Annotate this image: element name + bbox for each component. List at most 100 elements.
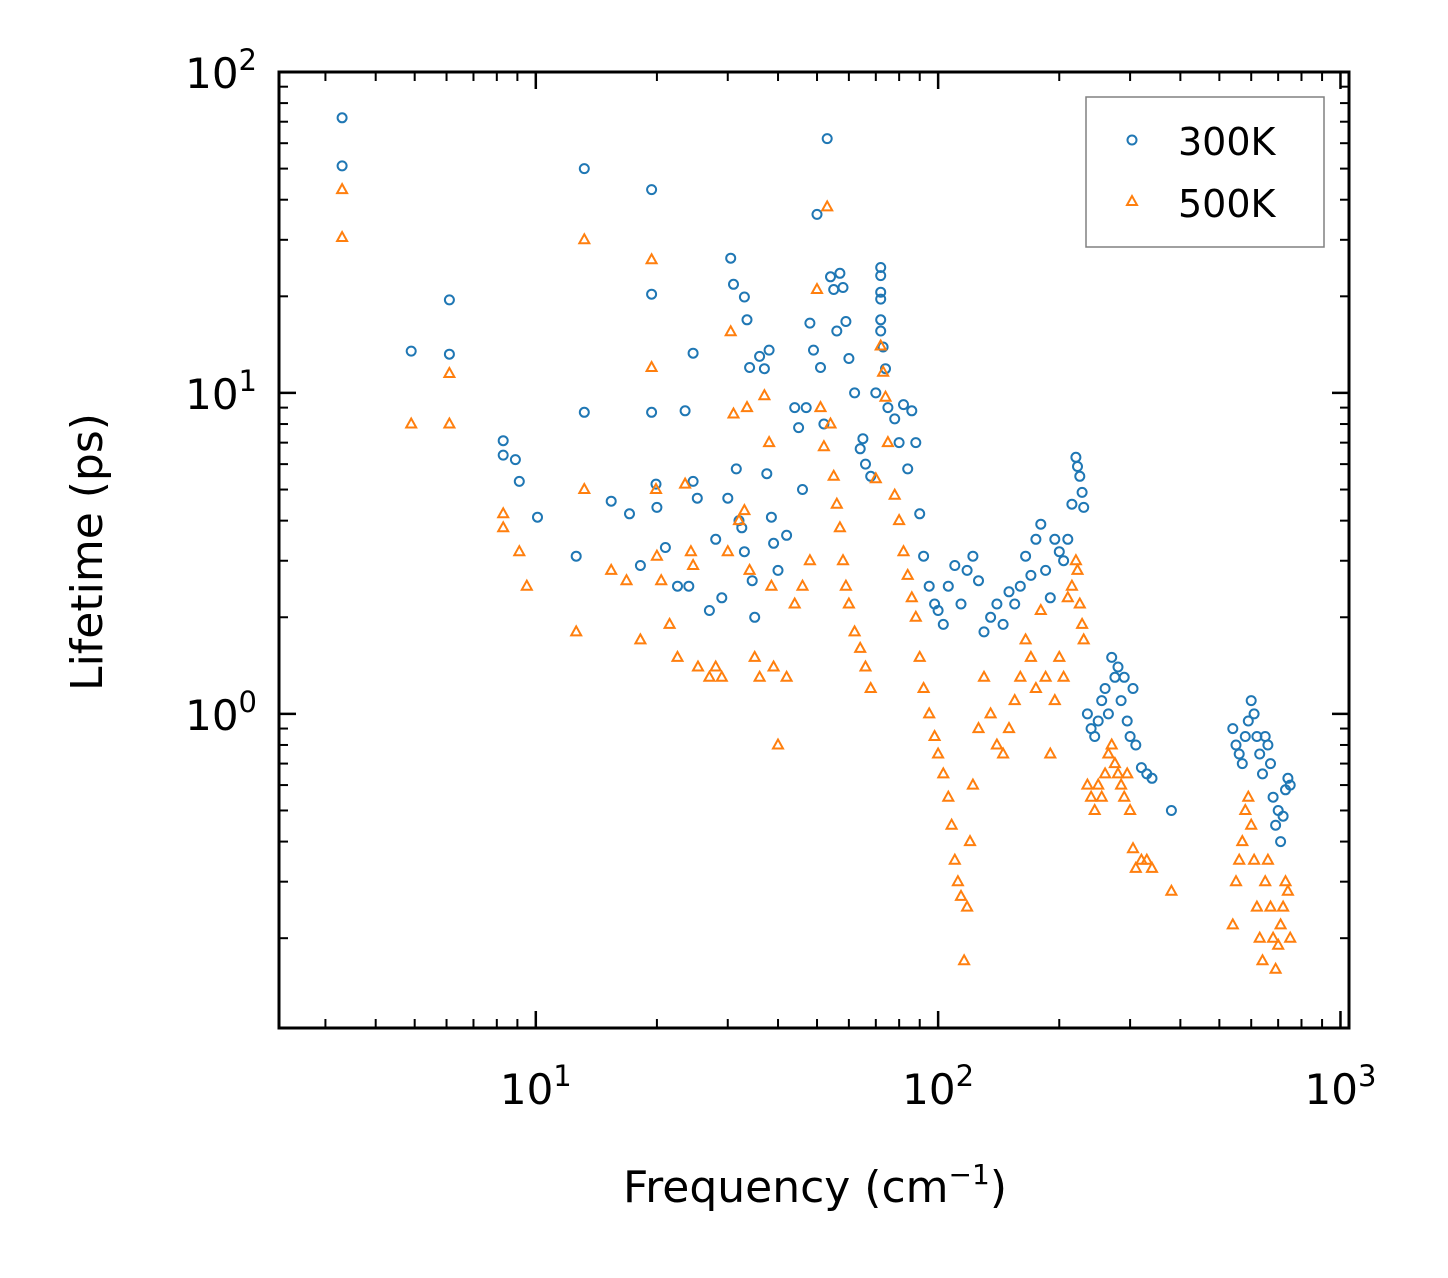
data-point-500k bbox=[1114, 777, 1128, 790]
data-point-500k bbox=[442, 416, 457, 429]
data-point-300k bbox=[725, 252, 737, 264]
data-point-500k bbox=[702, 669, 717, 682]
data-point-500k bbox=[779, 669, 794, 682]
data-point-300k bbox=[1072, 461, 1083, 472]
data-point-500k bbox=[1235, 834, 1249, 847]
data-point-300k bbox=[716, 592, 728, 604]
data-point-300k bbox=[831, 325, 843, 337]
data-point-500k bbox=[839, 578, 853, 591]
data-point-300k bbox=[722, 492, 734, 504]
data-point-300k bbox=[749, 611, 761, 623]
data-point-500k bbox=[971, 721, 986, 734]
data-point-300k bbox=[1044, 592, 1056, 604]
data-point-500k bbox=[1043, 746, 1057, 759]
data-point-500k bbox=[662, 616, 677, 629]
data-point-500k bbox=[1038, 669, 1053, 682]
data-point-300k bbox=[1102, 708, 1114, 720]
data-point-300k bbox=[679, 405, 691, 417]
data-point-300k bbox=[1277, 810, 1289, 822]
data-point-300k bbox=[973, 575, 984, 587]
data-point-500k bbox=[1034, 602, 1048, 615]
data-point-300k bbox=[1254, 748, 1266, 760]
data-point-300k bbox=[914, 508, 926, 520]
data-point-300k bbox=[730, 463, 742, 475]
series-500k bbox=[335, 182, 1297, 974]
data-point-500k bbox=[721, 544, 735, 557]
data-point-300k bbox=[646, 184, 658, 196]
data-point-300k bbox=[870, 387, 882, 399]
data-point-300k bbox=[1265, 758, 1276, 770]
data-point-300k bbox=[738, 291, 750, 303]
data-point-500k bbox=[1002, 721, 1016, 734]
data-point-500k bbox=[1263, 899, 1278, 912]
y-tick-label: 102 bbox=[185, 43, 257, 98]
data-point-300k bbox=[781, 529, 793, 541]
data-point-500k bbox=[1250, 899, 1264, 912]
data-point-300k bbox=[1058, 555, 1070, 567]
data-point-500k bbox=[1164, 883, 1179, 896]
data-point-300k bbox=[825, 271, 836, 283]
data-point-500k bbox=[732, 513, 746, 526]
data-point-300k bbox=[1106, 651, 1118, 663]
data-point-500k bbox=[1261, 852, 1275, 865]
data-point-500k bbox=[820, 199, 834, 212]
data-point-500k bbox=[684, 544, 698, 557]
data-point-300k bbox=[1049, 533, 1061, 545]
data-point-500k bbox=[1091, 777, 1105, 790]
data-point-300k bbox=[1227, 723, 1239, 735]
data-point-300k bbox=[405, 345, 417, 357]
data-point-500k bbox=[842, 596, 856, 609]
data-point-500k bbox=[1255, 953, 1270, 966]
data-point-500k bbox=[752, 669, 767, 682]
data-point-500k bbox=[951, 874, 965, 887]
data-point-300k bbox=[651, 501, 663, 513]
data-point-300k bbox=[1230, 739, 1242, 751]
data-point-300k bbox=[961, 564, 973, 576]
data-point-300k bbox=[1248, 708, 1260, 720]
data-point-300k bbox=[1009, 598, 1021, 610]
data-point-300k bbox=[1078, 501, 1090, 513]
data-point-500k bbox=[1070, 562, 1085, 575]
data-point-300k bbox=[691, 492, 703, 504]
data-point-500k bbox=[1048, 693, 1062, 706]
x-axis-label: Frequency (cm−1) bbox=[623, 1158, 1007, 1213]
data-point-300k bbox=[509, 454, 521, 466]
legend: 300K 500K bbox=[1085, 96, 1325, 248]
data-point-300k bbox=[744, 362, 756, 373]
data-point-500k bbox=[913, 649, 927, 662]
data-point-500k bbox=[847, 624, 862, 637]
data-point-300k bbox=[497, 449, 509, 461]
data-point-300k bbox=[1262, 739, 1274, 751]
data-point-500k bbox=[1088, 802, 1102, 815]
data-point-300k bbox=[1089, 731, 1101, 742]
data-point-300k bbox=[967, 550, 979, 562]
data-point-500k bbox=[1281, 883, 1295, 896]
data-point-500k bbox=[1229, 874, 1243, 887]
data-point-300k bbox=[1115, 695, 1127, 707]
data-point-300k bbox=[578, 406, 590, 418]
data-point-300k bbox=[949, 560, 961, 571]
data-point-500k bbox=[927, 728, 942, 741]
data-point-300k bbox=[672, 580, 683, 592]
data-point-500k bbox=[404, 416, 418, 429]
data-point-300k bbox=[1275, 836, 1287, 848]
data-point-300k bbox=[1066, 498, 1078, 510]
data-point-500k bbox=[654, 573, 668, 586]
data-point-500k bbox=[874, 338, 888, 351]
data-point-300k bbox=[741, 314, 753, 326]
data-point-300k bbox=[937, 618, 949, 630]
data-point-500k bbox=[644, 359, 659, 372]
data-point-500k bbox=[686, 557, 700, 570]
legend-label-300k: 300K bbox=[1178, 120, 1277, 164]
data-point-300k bbox=[978, 626, 990, 638]
data-point-300k bbox=[1099, 683, 1111, 694]
data-point-500k bbox=[577, 481, 591, 494]
data-point-300k bbox=[893, 437, 905, 449]
data-point-500k bbox=[810, 281, 824, 294]
data-point-500k bbox=[1098, 766, 1112, 779]
data-point-300k bbox=[758, 363, 770, 375]
data-point-300k bbox=[336, 112, 348, 124]
data-point-500k bbox=[966, 777, 980, 790]
data-point-500k bbox=[1077, 632, 1091, 645]
